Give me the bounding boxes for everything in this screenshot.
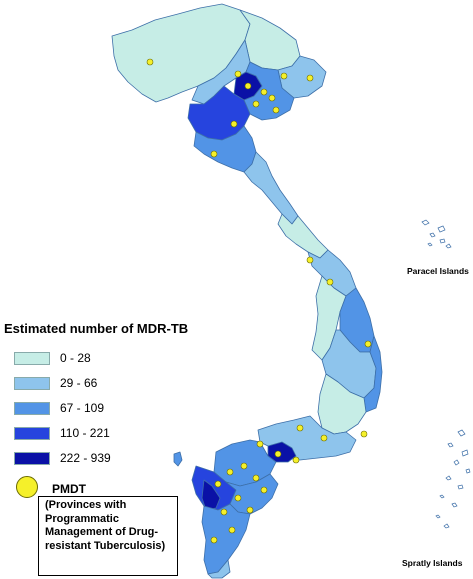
region-kien-giang: [201, 479, 221, 511]
pmdt-marker: [210, 150, 218, 158]
region-ca-mau: [207, 559, 231, 579]
pmdt-marker: [320, 434, 328, 442]
pmdt-marker: [246, 506, 254, 514]
pmdt-marker: [214, 480, 222, 488]
pmdt-marker: [146, 58, 154, 66]
region-mekong-central: [225, 473, 279, 515]
region-coast-khanh-hoa: [363, 335, 383, 413]
pmdt-marker: [364, 340, 372, 348]
legend-label: 0 - 28: [60, 351, 91, 365]
region-central-a: [277, 213, 329, 259]
pmdt-marker: [306, 74, 314, 82]
pmdt-marker: [234, 70, 242, 78]
pmdt-marker: [260, 486, 268, 494]
pmdt-description: (Provinces with Programmatic Management …: [38, 496, 178, 576]
region-north-central-coast: [243, 151, 299, 225]
legend-swatch: [14, 352, 50, 365]
region-phu-quoc: [173, 451, 183, 467]
paracel-islands-shapes: [421, 219, 452, 249]
legend-label: 222 - 939: [60, 451, 111, 465]
spratly-islands-shapes: [435, 429, 471, 529]
legend-swatch: [14, 402, 50, 415]
spratly-islands-label: Spratly Islands: [402, 558, 463, 568]
legend-swatch: [14, 377, 50, 390]
pmdt-legend-dot: [16, 476, 38, 498]
legend-swatch: [14, 427, 50, 440]
pmdt-marker: [210, 536, 218, 544]
pmdt-marker: [234, 494, 242, 502]
region-lam-dong: [317, 373, 367, 435]
region-mekong-south: [201, 503, 251, 575]
pmdt-marker: [306, 256, 314, 264]
pmdt-marker: [228, 526, 236, 534]
pmdt-marker: [252, 100, 260, 108]
legend-title: Estimated number of MDR-TB: [4, 321, 189, 336]
pmdt-marker: [268, 94, 276, 102]
legend-swatch: [14, 452, 50, 465]
legend-label: 110 - 221: [60, 426, 110, 440]
region-northwest: [111, 3, 251, 103]
pmdt-marker: [272, 106, 280, 114]
pmdt-marker: [360, 430, 368, 438]
pmdt-marker: [296, 424, 304, 432]
pmdt-marker: [244, 82, 252, 90]
pmdt-marker: [230, 120, 238, 128]
pmdt-marker: [292, 456, 300, 464]
pmdt-marker: [252, 474, 260, 482]
pmdt-marker: [274, 450, 282, 458]
pmdt-marker: [226, 468, 234, 476]
pmdt-marker: [326, 278, 334, 286]
legend-label: 29 - 66: [60, 376, 98, 390]
pmdt-marker: [260, 88, 268, 96]
pmdt-marker: [280, 72, 288, 80]
paracel-islands-label: Paracel Islands: [407, 266, 469, 276]
pmdt-legend-label: PMDT: [52, 482, 86, 496]
pmdt-marker: [240, 462, 248, 470]
pmdt-marker: [256, 440, 264, 448]
pmdt-marker: [220, 508, 228, 516]
legend-label: 67 - 109: [60, 401, 105, 415]
